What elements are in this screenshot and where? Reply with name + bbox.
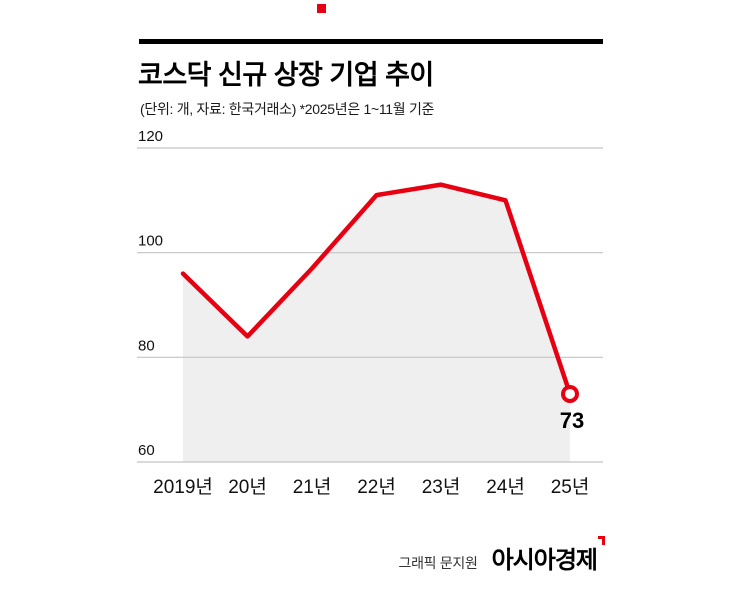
y-tick-label: 120 xyxy=(138,128,163,145)
graphic-credit: 그래픽 문지원 xyxy=(398,555,478,571)
x-tick-label: 25년 xyxy=(551,476,590,498)
x-tick-label: 2019년 xyxy=(153,476,213,498)
logo-flag-icon xyxy=(598,536,605,545)
endpoint-value-label: 73 xyxy=(560,408,584,433)
red-square-mark xyxy=(317,4,326,13)
data-line xyxy=(180,182,573,397)
y-tick-label: 100 xyxy=(138,233,163,250)
x-tick-label: 24년 xyxy=(486,476,525,498)
area-fill xyxy=(183,184,570,462)
x-tick-label: 23년 xyxy=(422,476,461,498)
x-tick-label: 22년 xyxy=(357,476,396,498)
publisher-logo: 아시아경제 xyxy=(491,536,605,575)
endpoint-marker xyxy=(561,384,579,403)
chart-subtitle: (단위: 개, 자료: 한국거래소) *2025년은 1~11월 기준 xyxy=(140,101,435,117)
title-rule xyxy=(139,39,603,44)
publisher-logo-text: 아시아경제 xyxy=(491,547,598,574)
chart-title: 코스닥 신규 상장 기업 추이 xyxy=(138,60,434,90)
y-tick-label: 80 xyxy=(138,337,155,354)
y-tick-label: 60 xyxy=(138,442,155,459)
footer: 그래픽 문지원 아시아경제 xyxy=(0,536,605,575)
x-tick-label: 20년 xyxy=(228,476,267,498)
x-tick-label: 21년 xyxy=(293,476,332,498)
